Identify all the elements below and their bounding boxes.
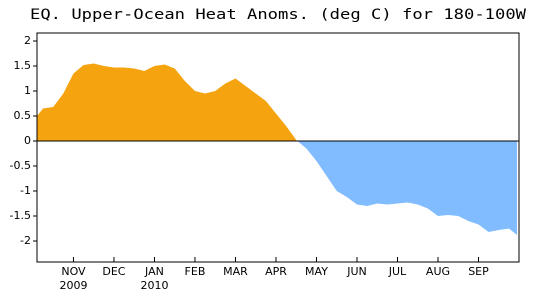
y-tick-label: 1 (24, 84, 31, 97)
y-tick-label: 0.5 (14, 109, 32, 122)
positive-area (37, 63, 517, 141)
y-tick-label: -1.5 (10, 209, 31, 222)
x-tick-label: MAR (223, 265, 248, 278)
x-tick-label: FEB (185, 265, 206, 278)
x-tick-label: AUG (426, 265, 450, 278)
plot-frame (36, 32, 520, 263)
x-tick-label: SEP (468, 265, 489, 278)
x-tick-label: MAY (305, 265, 328, 278)
x-tick-label: JUN (346, 265, 367, 278)
x-year-label: 2010 (140, 279, 168, 292)
y-tick-label: 1.5 (14, 59, 32, 72)
y-tick-label: -1 (20, 184, 31, 197)
y-tick-label: -0.5 (10, 159, 31, 172)
x-tick-label: JAN (144, 265, 164, 278)
y-tick-label: 2 (24, 34, 31, 47)
y-tick-label: -2 (20, 234, 31, 247)
chart-title: EQ. Upper-Ocean Heat Anoms. (deg C) for … (30, 7, 527, 23)
x-year-label: 2009 (59, 279, 87, 292)
x-tick-label: JUL (388, 265, 407, 278)
y-tick-label: 0 (24, 134, 31, 147)
x-tick-label: DEC (102, 265, 125, 278)
negative-area (37, 141, 517, 235)
x-tick-label: APR (265, 265, 287, 278)
x-tick-label: NOV (61, 265, 86, 278)
